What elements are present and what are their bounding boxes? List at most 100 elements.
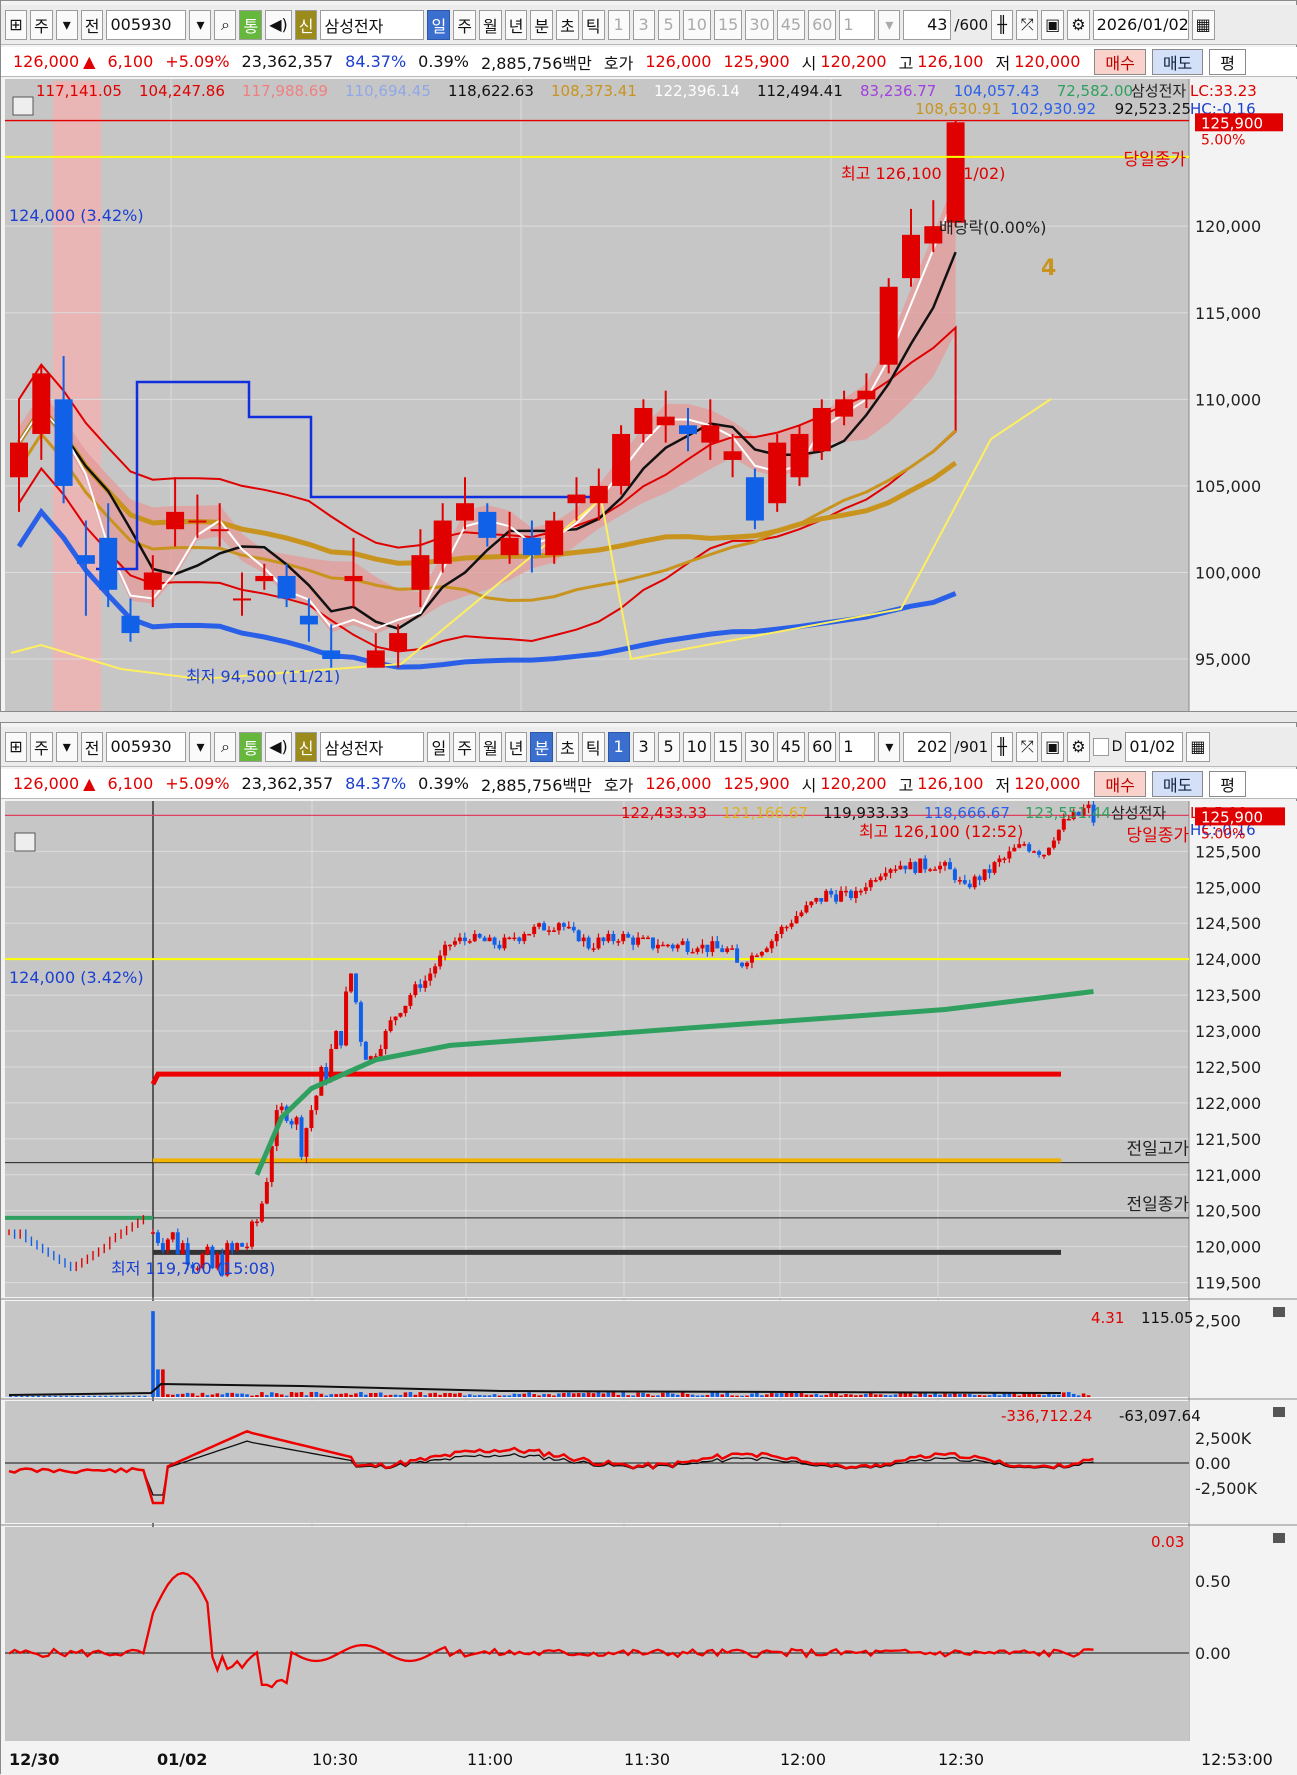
period-minute[interactable]: 분 — [530, 9, 554, 40]
volume-bar — [294, 1392, 299, 1397]
calendar-icon[interactable]: ▦ — [1191, 9, 1215, 40]
draw-tool-icon[interactable]: ⤱ — [1016, 9, 1039, 40]
prev-button[interactable]: 전 — [80, 9, 104, 40]
d-checkbox[interactable] — [1092, 737, 1109, 756]
avg-button[interactable]: 평 — [1209, 770, 1247, 797]
code-input[interactable]: 005930 — [106, 9, 187, 40]
draw-tool-icon[interactable]: ⤱ — [1016, 731, 1039, 762]
ma-value: 118,622.63 — [448, 82, 534, 100]
minute-candle — [388, 1020, 393, 1032]
period-minute[interactable]: 분 — [530, 731, 554, 762]
daily-chart[interactable]: 95,000 100,000 105,000 110,000 115,000 120,00… — [1, 79, 1297, 711]
count-input[interactable]: 202 — [903, 731, 952, 762]
volume-bar — [1052, 1394, 1056, 1397]
minute-60[interactable]: 60 — [808, 9, 837, 40]
tong-button[interactable]: 통 — [239, 9, 263, 40]
period-tick[interactable]: 틱 — [581, 9, 605, 40]
minute-candle — [462, 937, 467, 942]
volume-bar — [547, 1394, 551, 1397]
period-year[interactable]: 년 — [504, 731, 528, 762]
ratio-value: 84.37% — [345, 52, 407, 71]
minute-candle — [190, 1264, 195, 1269]
minute-5[interactable]: 5 — [657, 731, 680, 762]
period-year[interactable]: 년 — [504, 9, 528, 40]
candle-tool-icon[interactable]: ╫ — [991, 731, 1014, 762]
stock-name-field[interactable]: 삼성전자 — [320, 9, 425, 40]
minute-3[interactable]: 3 — [632, 731, 655, 762]
period-day[interactable]: 일 — [427, 731, 451, 762]
sell-button[interactable]: 매도 — [1151, 48, 1204, 75]
minute-chart[interactable]: 119,500 120,000 120,500 121,000 121,500 122,0… — [1, 801, 1297, 1775]
sell-button[interactable]: 매도 — [1151, 770, 1204, 797]
count-input[interactable]: 43 — [903, 9, 952, 40]
stock-name-field[interactable]: 삼성전자 — [320, 731, 425, 762]
period-tick[interactable]: 틱 — [581, 731, 605, 762]
period-week[interactable]: 주 — [453, 731, 476, 762]
ma-value: 72,582.00 — [1057, 82, 1133, 100]
market-select[interactable]: 주 — [30, 9, 53, 40]
avg-button[interactable]: 평 — [1209, 48, 1247, 75]
chevron-down-icon[interactable]: ▾ — [878, 731, 901, 762]
search-icon[interactable]: ⌕ — [214, 9, 237, 40]
minute-3[interactable]: 3 — [632, 9, 655, 40]
minute-15[interactable]: 15 — [713, 731, 743, 762]
candle-tool-icon[interactable]: ╫ — [991, 9, 1014, 40]
minute-10[interactable]: 10 — [682, 731, 711, 762]
minute-60[interactable]: 60 — [808, 731, 837, 762]
time-label: 11:00 — [467, 1750, 513, 1769]
buy-button[interactable]: 매수 — [1094, 48, 1146, 75]
chevron-down-icon[interactable]: ▾ — [878, 9, 901, 40]
gear-icon[interactable]: ⚙ — [1067, 9, 1090, 40]
buy-button[interactable]: 매수 — [1094, 770, 1146, 797]
minute-10[interactable]: 10 — [682, 9, 711, 40]
save-icon[interactable]: ▣ — [1041, 9, 1065, 40]
period-day[interactable]: 일 — [427, 9, 451, 40]
y-tick-label: 124,500 — [1195, 914, 1261, 933]
speaker-icon[interactable]: ◀) — [265, 9, 292, 40]
period-month[interactable]: 월 — [478, 9, 502, 40]
layout-icon[interactable]: ⊞ — [5, 731, 27, 762]
sin-button[interactable]: 신 — [294, 9, 318, 40]
minute-candle — [398, 1013, 403, 1017]
gear-icon[interactable]: ⚙ — [1067, 731, 1090, 762]
layout-icon[interactable]: ⊞ — [5, 9, 27, 40]
minute-15[interactable]: 15 — [713, 9, 743, 40]
speaker-icon[interactable]: ◀) — [265, 731, 292, 762]
volume-bar — [1007, 1392, 1012, 1397]
prev-button[interactable]: 전 — [80, 731, 104, 762]
chevron-down-icon[interactable]: ▾ — [55, 731, 78, 762]
minute-1[interactable]: 1 — [607, 9, 630, 40]
volume-value: 4.31 — [1091, 1309, 1124, 1327]
sin-button[interactable]: 신 — [294, 731, 318, 762]
search-icon[interactable]: ⌕ — [214, 731, 237, 762]
period-second[interactable]: 초 — [556, 9, 579, 40]
candle-body — [768, 442, 787, 504]
period-second[interactable]: 초 — [556, 731, 579, 762]
volume-bar — [715, 1392, 720, 1397]
period-month[interactable]: 월 — [478, 731, 502, 762]
chevron-down-icon[interactable]: ▾ — [189, 9, 212, 40]
minute-45[interactable]: 45 — [776, 9, 806, 40]
chevron-down-icon[interactable]: ▾ — [55, 9, 78, 40]
date-input[interactable]: 2026/01/02 — [1092, 9, 1189, 40]
chevron-down-icon[interactable]: ▾ — [189, 731, 212, 762]
unit-input[interactable]: 1 — [839, 731, 876, 762]
minute-45[interactable]: 45 — [776, 731, 806, 762]
tong-button[interactable]: 통 — [239, 731, 263, 762]
y-tick-label: 121,000 — [1195, 1166, 1261, 1185]
unit-input[interactable]: 1 — [839, 9, 876, 40]
minute-1[interactable]: 1 — [607, 731, 630, 762]
market-select[interactable]: 주 — [30, 731, 53, 762]
volume-bar — [774, 1393, 779, 1397]
save-icon[interactable]: ▣ — [1041, 731, 1065, 762]
time-axis — [1, 1743, 1297, 1775]
date-input[interactable]: 01/02 — [1125, 731, 1184, 762]
code-input[interactable]: 005930 — [106, 731, 187, 762]
period-week[interactable]: 주 — [453, 9, 476, 40]
minute-5[interactable]: 5 — [657, 9, 680, 40]
candle-body — [701, 425, 720, 443]
minute-candle — [299, 1117, 304, 1157]
minute-30[interactable]: 30 — [745, 731, 774, 762]
calendar-icon[interactable]: ▦ — [1186, 731, 1210, 762]
minute-30[interactable]: 30 — [745, 9, 774, 40]
